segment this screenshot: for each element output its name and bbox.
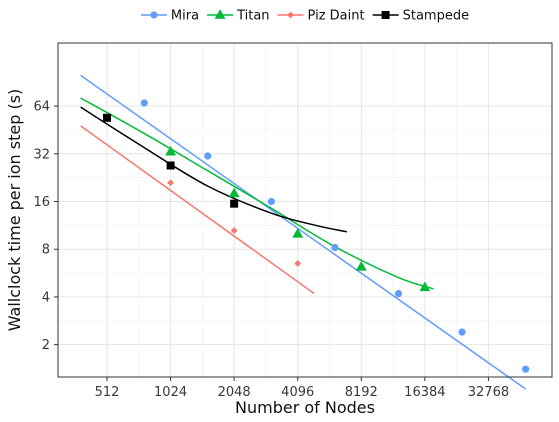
legend: Mira Titan Piz Daint Stampede (140, 9, 469, 24)
piz-daint-fit-line (80, 125, 315, 295)
legend-label: Mira (171, 9, 199, 24)
stampede-point (230, 199, 239, 208)
piz-daint-point (294, 260, 302, 267)
titan-point (292, 228, 304, 238)
titan-point (228, 187, 240, 198)
x-axis-ticks: 512 1024 2048 4096 8192 16384 32768 (95, 377, 509, 400)
mira-fit-line (80, 74, 527, 390)
piz-daint-point (230, 227, 238, 234)
stampede-point (103, 113, 112, 122)
titan-fit-line (80, 97, 434, 290)
legend-label: Stampede (403, 9, 469, 24)
x-tick-label: 32768 (468, 385, 509, 400)
legend-key-marker (150, 11, 158, 19)
legend-item-piz-daint: Piz Daint (277, 9, 365, 24)
plot-panel-border (57, 42, 553, 378)
legend-key-marker (214, 9, 226, 19)
mira-point (458, 328, 466, 336)
x-tick-label: 4096 (281, 385, 314, 400)
x-tick-label: 16384 (404, 385, 445, 400)
y-tick-label: 16 (33, 195, 50, 210)
fit-lines (80, 74, 527, 390)
mira-point (140, 99, 148, 107)
y-axis-ticks: 2 4 8 16 32 64 (33, 100, 58, 353)
y-tick-label: 32 (33, 147, 50, 162)
x-tick-label: 2048 (218, 385, 251, 400)
legend-key-marker (381, 11, 390, 19)
mira-point (204, 152, 212, 160)
legend-label: Piz Daint (308, 9, 365, 24)
legend-item-stampede: Stampede (372, 9, 469, 24)
x-tick-label: 1024 (154, 385, 187, 400)
titan-point (419, 281, 431, 292)
titan-point (355, 260, 367, 271)
legend-key-marker (287, 11, 294, 19)
x-tick-label: 8192 (345, 385, 378, 400)
titan-point (165, 145, 176, 156)
y-tick-label: 2 (42, 338, 50, 353)
x-tick-label: 512 (95, 385, 120, 400)
x-axis-title: Number of Nodes (235, 398, 375, 417)
legend-item-mira: Mira (140, 9, 199, 24)
y-axis-title: Wallclock time per ion step (s) (5, 89, 24, 332)
stampede-point (166, 161, 175, 170)
stampede-fit-line (80, 106, 348, 233)
y-tick-label: 8 (42, 243, 50, 258)
piz-daint-point (167, 179, 174, 187)
legend-item-titan: Titan (207, 9, 270, 24)
mira-point (394, 289, 403, 298)
grid (58, 43, 552, 377)
y-tick-label: 64 (33, 100, 50, 115)
mira-point (267, 197, 275, 206)
y-tick-label: 4 (42, 290, 50, 305)
legend-label: Titan (236, 9, 269, 24)
data-points (103, 99, 530, 373)
mira-point (522, 365, 530, 373)
mira-point (331, 243, 339, 252)
